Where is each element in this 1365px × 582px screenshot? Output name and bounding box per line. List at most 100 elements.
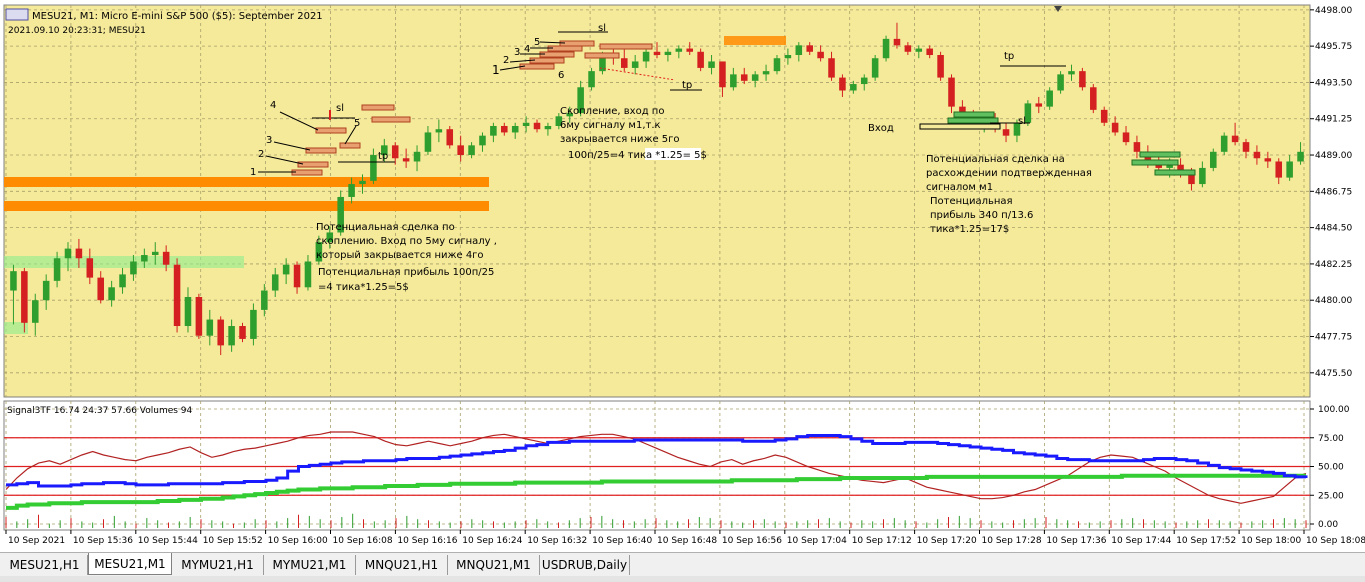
trade2-line3: закрывается ниже 5го <box>560 134 680 145</box>
candle <box>97 277 104 301</box>
candle <box>21 271 28 323</box>
trade2-arrows <box>499 41 566 71</box>
light-green-zone-small <box>4 322 28 334</box>
light-green-zone <box>4 256 244 268</box>
candle <box>686 48 693 52</box>
trade1-num3: 3 <box>266 135 272 146</box>
candle <box>664 51 672 56</box>
candle <box>1002 129 1010 136</box>
indicator-blue-line <box>6 433 1308 488</box>
time-label: 10 Sep 15:44 <box>138 536 198 546</box>
time-label: 10 Sep 16:56 <box>722 536 782 546</box>
candle <box>555 116 563 126</box>
trade3-line3: сигналом м1 <box>926 182 993 193</box>
time-label: 10 Sep 16:40 <box>592 536 652 546</box>
time-label: 10 Sep 15:52 <box>203 536 263 546</box>
candle <box>337 196 344 233</box>
price-label: 4493.50 <box>1315 78 1352 88</box>
price-label: 4491.25 <box>1315 115 1352 125</box>
candle <box>315 242 323 262</box>
chart-window[interactable]: 4498.00 4495.75 4493.50 4491.25 4489.00 4486.… <box>0 0 1365 552</box>
trade2-num2: 2 <box>503 55 509 66</box>
candle <box>1068 71 1075 75</box>
time-label: 10 Sep 17:28 <box>982 536 1042 546</box>
trade3-line6: тика*1.25=17$ <box>930 224 1009 235</box>
price-label: 4475.50 <box>1315 369 1352 379</box>
candle <box>42 280 50 301</box>
candle <box>817 51 824 59</box>
trade1-line4: Потенциальная прибыль 100п/25 <box>318 267 494 278</box>
candle <box>588 71 595 88</box>
time-axis[interactable]: 10 Sep 2021 10 Sep 15:36 10 Sep 15:44 10 Se… <box>5 530 1365 546</box>
candle <box>10 271 17 291</box>
time-label: 10 Sep 18:08 <box>1306 536 1365 546</box>
candle <box>457 145 464 156</box>
shift-marker-icon[interactable] <box>1054 6 1062 12</box>
tab-mesu21-m1[interactable]: MESU21,M1 <box>88 553 172 575</box>
time-label: 10 Sep 17:20 <box>917 536 977 546</box>
tab-mymu21-h1[interactable]: MYMU21,H1 <box>172 555 264 575</box>
candle <box>359 180 366 185</box>
candle <box>566 113 574 117</box>
candle <box>708 61 715 68</box>
price-axis[interactable]: 4498.00 4495.75 4493.50 4491.25 4489.00 4486.… <box>1310 6 1352 379</box>
trade2-num5: 5 <box>534 37 540 48</box>
price-label: 4495.75 <box>1315 42 1352 52</box>
candle <box>1188 174 1195 185</box>
candle <box>293 264 301 288</box>
candle <box>1210 151 1217 168</box>
time-label: 10 Sep 17:44 <box>1111 536 1171 546</box>
candle <box>1122 132 1130 143</box>
candle <box>828 58 835 78</box>
window-menu-icon[interactable] <box>5 8 29 21</box>
candle <box>402 158 410 162</box>
tab-mesu21-h1[interactable]: MESU21,H1 <box>2 555 88 575</box>
candle <box>468 145 475 156</box>
trade3-line5: прибыль 340 п/13.6 <box>930 210 1033 221</box>
candle <box>64 248 72 259</box>
candle <box>926 48 933 56</box>
trade3-line4: Потенциальная <box>930 196 1013 207</box>
main-grid <box>4 5 1310 397</box>
candle <box>1242 142 1250 152</box>
candle <box>141 255 148 262</box>
candle <box>1231 135 1239 143</box>
candle <box>271 274 279 291</box>
candle <box>1057 74 1064 91</box>
indicator-green-line <box>6 473 1306 510</box>
candle <box>381 145 388 156</box>
chart-canvas[interactable]: 4498.00 4495.75 4493.50 4491.25 4489.00 4486.… <box>0 0 1365 552</box>
trade3-annotations: Вход sl tp Потенциальная сделка на расхо… <box>868 51 1092 235</box>
indicator-pane[interactable] <box>3 400 1311 531</box>
trade1-line5: =4 тика*1.25=5$ <box>318 282 409 293</box>
trade3-signal-boxes <box>919 65 1196 176</box>
time-label: 10 Sep 16:32 <box>527 536 587 546</box>
candle <box>719 61 726 88</box>
candle <box>130 261 137 275</box>
candle <box>1275 161 1283 178</box>
price-label: 4486.75 <box>1315 187 1352 197</box>
trade2-annotations: 1 2 3 4 5 6 sl tp Скопление, вход по 6му… <box>492 23 707 161</box>
candle <box>893 38 901 46</box>
time-label: 10 Sep 16:16 <box>397 536 457 546</box>
candle <box>642 51 650 62</box>
candle <box>871 58 879 78</box>
tab-mnqu21-h1[interactable]: MNQU21,H1 <box>356 555 448 575</box>
indicator-axis[interactable]: 100.00 75.00 50.00 25.00 0.00 <box>1310 405 1350 530</box>
candle <box>740 74 748 81</box>
candle <box>948 77 955 107</box>
tab-usdrub-daily[interactable]: USDRUB,Daily <box>540 555 630 575</box>
candle <box>501 125 508 133</box>
candle <box>850 84 857 91</box>
candle <box>915 48 923 52</box>
candle <box>631 61 639 68</box>
orange-zone-upper <box>4 177 489 187</box>
candle <box>391 145 399 159</box>
tab-mnqu21-m1[interactable]: MNQU21,M1 <box>448 555 540 575</box>
candle <box>621 58 628 68</box>
candle <box>490 125 497 136</box>
tab-scroll-strip[interactable] <box>0 576 1365 582</box>
tab-mymu21-m1[interactable]: MYMU21,M1 <box>264 555 356 575</box>
orange-zone-top <box>724 36 786 45</box>
trade2-highlight <box>645 148 701 160</box>
